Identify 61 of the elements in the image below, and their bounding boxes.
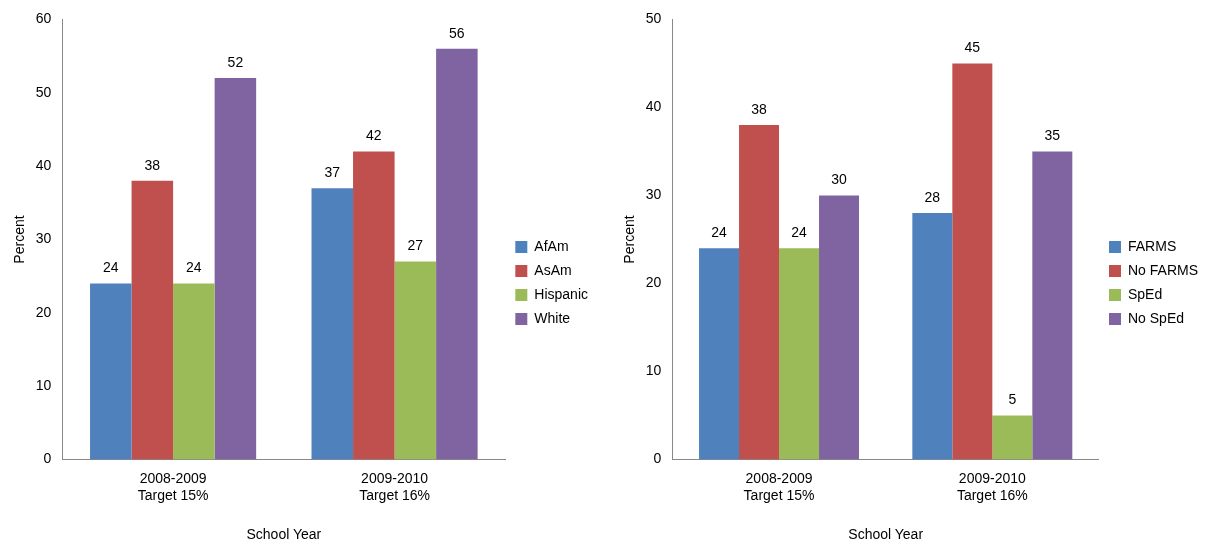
data-label: 24 [791, 224, 808, 241]
legend-label: AfAm [534, 237, 569, 254]
y-tick-label: 30 [35, 230, 52, 247]
data-label: 38 [751, 100, 768, 117]
bar [992, 415, 1033, 460]
data-label: 38 [144, 156, 161, 173]
bar [699, 248, 740, 460]
legend-label: FARMS [1127, 237, 1177, 254]
x-tick-label: 2009-2010 Target 16% [956, 469, 1028, 503]
bar [779, 248, 820, 460]
bar [952, 63, 993, 460]
y-tick-label: 0 [43, 450, 52, 467]
y-tick-label: 60 [35, 10, 52, 27]
y-tick-label: 20 [645, 274, 662, 291]
data-label: 56 [449, 24, 465, 41]
data-label: 52 [227, 53, 244, 70]
data-label: 37 [324, 164, 341, 180]
data-label: 24 [103, 259, 119, 276]
legend-label: Hispanic [534, 285, 589, 302]
data-label: 30 [831, 171, 848, 188]
x-tick-label: 2008-2009 Target 15% [743, 469, 815, 503]
bar [739, 125, 780, 460]
y-tick-label: 30 [645, 186, 662, 203]
data-label: 42 [366, 127, 382, 144]
bar [131, 180, 174, 460]
data-label: 24 [711, 224, 728, 241]
y-tick-label: 0 [653, 450, 662, 467]
y-tick-label: 40 [645, 98, 662, 115]
x-tick-label: 2008-2009 Target 15% [137, 469, 209, 503]
bar [173, 283, 215, 460]
x-axis-title: School Year [848, 526, 924, 543]
legend-label: No FARMS [1127, 261, 1198, 278]
x-tick-label: 2009-2010 Target 16% [359, 469, 430, 503]
legend-label: SpEd [1127, 285, 1163, 302]
y-axis-title: Percent [11, 215, 28, 264]
bar [1032, 151, 1073, 460]
y-tick-label: 20 [35, 303, 52, 320]
legend-label: No SpEd [1127, 309, 1185, 326]
bar [353, 151, 395, 460]
data-label: 45 [964, 39, 981, 56]
data-label: 24 [186, 259, 202, 276]
y-tick-label: 10 [645, 362, 662, 379]
y-tick-label: 40 [35, 156, 52, 173]
bar [214, 78, 257, 460]
bar [90, 283, 132, 460]
bar [394, 261, 437, 460]
data-label: 35 [1044, 127, 1061, 144]
y-tick-label: 50 [645, 10, 662, 27]
bar [436, 48, 478, 460]
y-axis-title: Percent [621, 215, 638, 264]
data-label: 27 [407, 237, 424, 254]
bar [912, 213, 953, 460]
bar [311, 188, 354, 460]
y-tick-label: 50 [35, 83, 52, 100]
data-label: 5 [1008, 391, 1017, 408]
legend-label: AsAm [534, 261, 572, 278]
legend-label: White [534, 309, 571, 326]
bar [819, 195, 860, 460]
x-axis-title: School Year [246, 526, 322, 543]
y-tick-label: 10 [35, 377, 52, 394]
data-label: 28 [924, 188, 941, 205]
